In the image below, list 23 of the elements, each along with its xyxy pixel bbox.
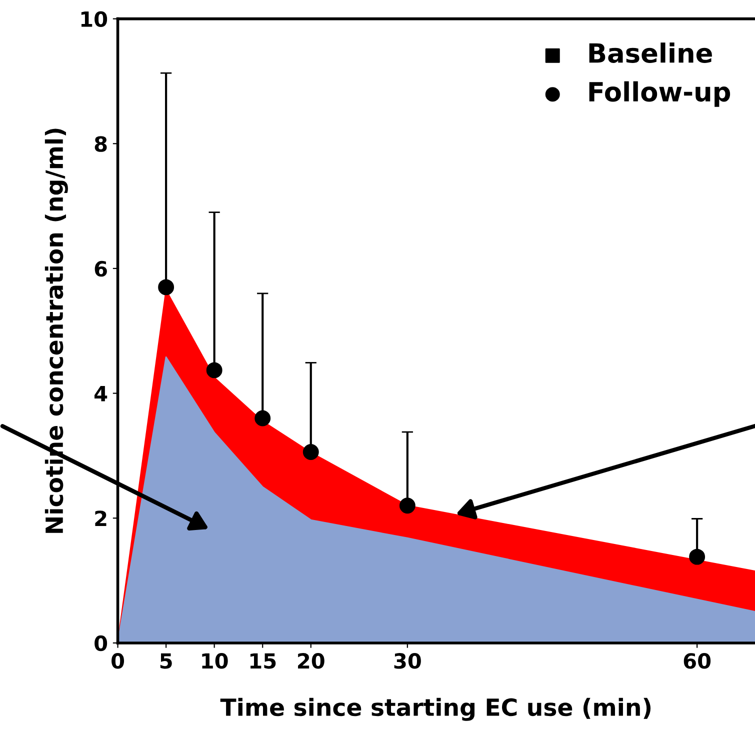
x-tick-label: 60 bbox=[684, 653, 711, 669]
legend-label: Baseline bbox=[589, 42, 712, 63]
x-tick-label: 10 bbox=[202, 653, 228, 669]
x-tick-label: 15 bbox=[250, 653, 276, 669]
y-tick-label: 2 bbox=[95, 510, 106, 526]
y-tick-label: 0 bbox=[94, 635, 108, 652]
y-tick-label: 4 bbox=[94, 386, 108, 402]
y-tick-label: 6 bbox=[94, 260, 107, 277]
x-axis-title: Time since starting EC use (min) bbox=[220, 698, 651, 721]
x-tick-label: 5 bbox=[160, 653, 172, 669]
point bbox=[689, 548, 706, 565]
y-tick-label: 10 bbox=[81, 11, 108, 28]
point bbox=[399, 498, 416, 514]
x-tick-label: 30 bbox=[394, 653, 421, 669]
point bbox=[254, 410, 271, 426]
point bbox=[206, 362, 222, 378]
x-tick-label: 0 bbox=[112, 653, 124, 669]
y-axis-title: Nicotine concentration (ng/ml) bbox=[44, 128, 68, 533]
y-tick-label: 8 bbox=[94, 136, 107, 152]
point bbox=[158, 279, 174, 296]
legend-label: Follow-up bbox=[589, 81, 730, 107]
x-tick-label: 20 bbox=[298, 653, 324, 669]
point bbox=[302, 444, 319, 460]
